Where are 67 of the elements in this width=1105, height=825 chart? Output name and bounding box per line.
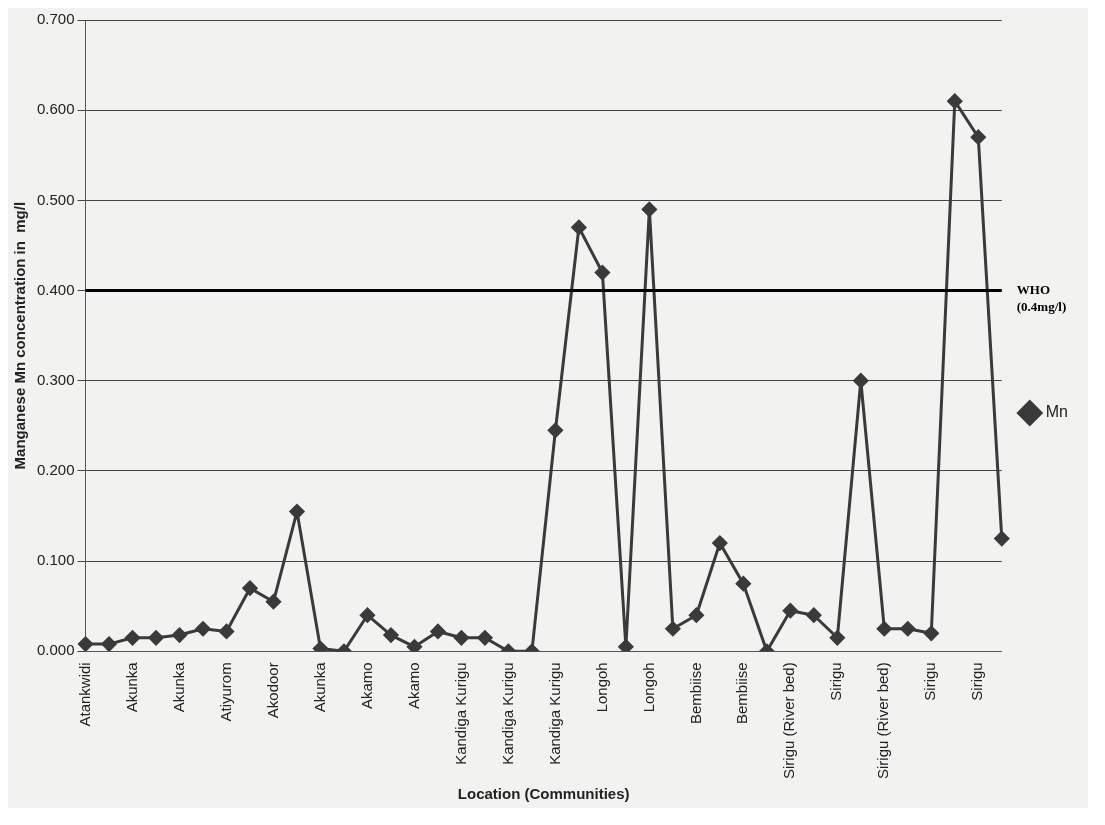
point [688,607,704,623]
x-tick-label: Atankwidi [75,662,93,727]
point [265,594,281,610]
x-tick-label: Sirigu [921,662,939,701]
point [876,621,892,637]
point [970,129,986,145]
x-tick-label: Akunka [169,661,187,713]
point [383,627,399,643]
x-tick-label: Bembiise [733,662,751,724]
x-tick-label: Akunka [122,661,140,713]
x-tick-label: Kandiga Kurigu [451,662,469,765]
point [148,630,164,646]
y-tick-label: 0.100 [36,551,75,569]
x-tick-label: Sirigu [827,662,845,701]
point [735,576,751,592]
y-tick-label: 0.300 [36,370,75,388]
x-tick-label: Akunka [310,661,328,713]
x-tick-label: Akamo [357,662,375,709]
point [477,630,493,646]
x-tick-label: Sirigu [968,662,986,701]
y-tick-label: 0.400 [36,280,75,298]
x-tick-label: Sirigu (River bed) [780,662,798,780]
point [618,639,634,652]
x-tick-label: Akodoor [263,662,281,719]
x-tick-label: Kandiga Kurigu [545,662,563,765]
point [782,603,798,619]
point [947,93,963,109]
point [594,265,610,281]
x-tick-label: Atiyurom [216,662,234,722]
point [359,607,375,623]
x-tick-label: Longoh [592,662,610,713]
x-tick-label: Akamo [404,662,422,709]
point [571,219,587,235]
point [406,639,422,652]
point [994,531,1010,547]
point [923,625,939,641]
y-tick-label: 0.200 [36,461,75,479]
point [125,630,141,646]
point [430,623,446,639]
point [219,623,234,639]
x-tick-label: Kandiga Kurigu [498,662,516,765]
legend-label: Mn [1045,403,1069,421]
y-tick-label: 0.000 [36,641,75,659]
point [547,422,563,438]
point [453,630,469,646]
y-tick-label: 0.500 [36,190,75,208]
point [101,636,117,652]
point [195,621,211,637]
point [900,621,916,637]
ref-line-label: WHO (0.4mg/l) [1016,281,1067,314]
point [806,607,822,623]
point [712,535,728,551]
y-axis-title: Manganese Mn concentration in mg/l [11,201,29,470]
point [172,627,188,643]
x-tick-label: Sirigu (River bed) [874,662,892,780]
point [78,636,94,652]
y-tick-label: 0.700 [36,10,75,28]
x-tick-label: Bembiise [686,662,704,724]
point [242,580,258,596]
point [641,201,657,217]
x-axis-title: Location (Communities) [457,785,630,803]
point [665,621,681,637]
y-tick-label: 0.600 [36,100,75,118]
point [289,504,305,520]
point [853,373,869,389]
x-tick-label: Longoh [639,662,657,713]
point [829,630,845,646]
